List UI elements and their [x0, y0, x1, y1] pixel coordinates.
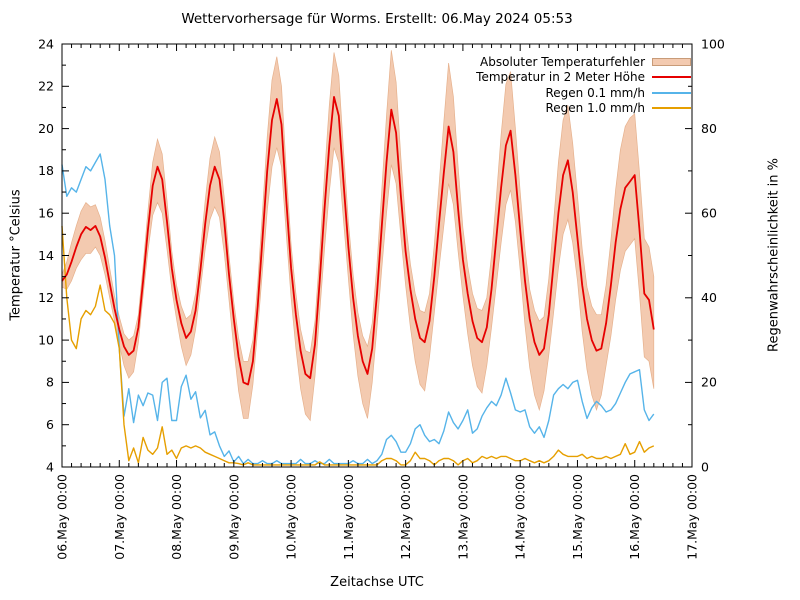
legend-label-error-band: Absoluter Temperaturfehler: [480, 54, 645, 69]
svg-text:22: 22: [38, 79, 54, 94]
svg-text:0: 0: [701, 459, 709, 474]
svg-text:16.May 00:00: 16.May 00:00: [627, 474, 642, 560]
rain01-line-swatch: [652, 91, 691, 94]
y-right-tick-labels: 0 20 40 60 80 100: [701, 36, 725, 474]
svg-text:40: 40: [701, 290, 717, 305]
svg-text:18: 18: [38, 163, 54, 178]
svg-text:15.May 00:00: 15.May 00:00: [570, 474, 585, 560]
legend: Absoluter Temperaturfehler Temperatur in…: [476, 54, 691, 116]
y-left-tick-labels: 4 6 8 10 12 14 16 18 20 22 24: [38, 36, 54, 474]
error-band-swatch: [652, 57, 691, 66]
legend-label-rain01: Regen 0.1 mm/h: [545, 85, 645, 100]
svg-text:10.May 00:00: 10.May 00:00: [284, 474, 299, 560]
y-right-axis-label: Regenwahrscheinlichkeit in %: [766, 158, 782, 352]
svg-text:14.May 00:00: 14.May 00:00: [513, 474, 528, 560]
y-left-axis-label: Temperatur °Celsius: [8, 189, 24, 321]
legend-row-temperature: Temperatur in 2 Meter Höhe: [476, 70, 691, 86]
temperature-line-swatch: [652, 76, 691, 79]
legend-row-rain01: Regen 0.1 mm/h: [476, 85, 691, 101]
legend-row-error-band: Absoluter Temperaturfehler: [476, 54, 691, 70]
svg-text:60: 60: [701, 206, 717, 221]
x-axis-label: Zeitachse UTC: [330, 575, 424, 590]
legend-row-rain10: Regen 1.0 mm/h: [476, 101, 691, 117]
svg-text:10: 10: [38, 332, 54, 347]
legend-label-rain10: Regen 1.0 mm/h: [545, 101, 645, 116]
svg-text:6: 6: [46, 417, 54, 432]
svg-text:06.May 00:00: 06.May 00:00: [55, 474, 70, 560]
rain10-line-swatch: [652, 107, 691, 110]
svg-text:07.May 00:00: 07.May 00:00: [112, 474, 127, 560]
svg-text:8: 8: [46, 375, 54, 390]
svg-text:13.May 00:00: 13.May 00:00: [455, 474, 470, 560]
svg-text:08.May 00:00: 08.May 00:00: [169, 474, 184, 560]
svg-text:20: 20: [701, 375, 717, 390]
svg-text:09.May 00:00: 09.May 00:00: [226, 474, 241, 560]
svg-text:80: 80: [701, 121, 717, 136]
svg-text:11.May 00:00: 11.May 00:00: [341, 474, 356, 560]
axis-ticks: [61, 43, 693, 468]
legend-label-temperature: Temperatur in 2 Meter Höhe: [476, 70, 645, 85]
svg-text:17.May 00:00: 17.May 00:00: [685, 474, 700, 560]
svg-text:20: 20: [38, 121, 54, 136]
x-tick-labels: 06.May 00:00 07.May 00:00 08.May 00:00 09.M…: [55, 474, 700, 560]
svg-text:14: 14: [38, 248, 54, 263]
svg-text:100: 100: [701, 36, 725, 51]
svg-text:24: 24: [38, 36, 54, 51]
svg-text:12.May 00:00: 12.May 00:00: [398, 474, 413, 560]
svg-text:12: 12: [38, 290, 54, 305]
svg-text:16: 16: [38, 206, 54, 221]
chart-title: Wettervorhersage für Worms. Erstellt: 06…: [181, 11, 573, 27]
svg-text:4: 4: [46, 459, 54, 474]
